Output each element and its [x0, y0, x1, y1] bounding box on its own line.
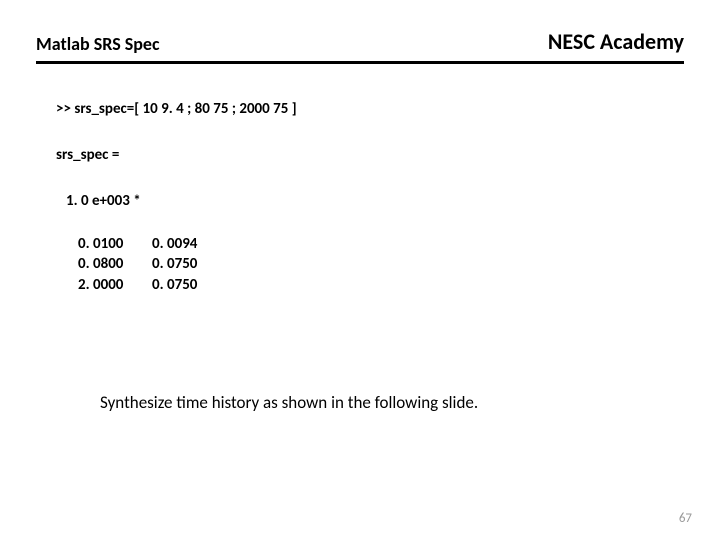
matrix-cell: 0. 0750: [152, 254, 208, 274]
slide-note: Synthesize time history as shown in the …: [100, 392, 664, 413]
matrix-row: 2. 0000 0. 0750: [78, 275, 664, 295]
slide: Matlab SRS Spec NESC Academy >> srs_spec…: [0, 0, 720, 540]
matrix-row: 0. 0800 0. 0750: [78, 254, 664, 274]
slide-title-left: Matlab SRS Spec: [36, 33, 160, 55]
matlab-echo-var: srs_spec =: [56, 146, 664, 164]
matrix-row: 0. 0100 0. 0094: [78, 234, 664, 254]
matrix-cell: 0. 0800: [78, 254, 134, 274]
matlab-scale-factor: 1. 0 e+003 *: [66, 192, 664, 210]
matlab-prompt-line: >> srs_spec=[ 10 9. 4 ; 80 75 ; 2000 75 …: [56, 100, 664, 118]
slide-header: Matlab SRS Spec NESC Academy: [36, 28, 684, 64]
page-number: 67: [679, 511, 692, 526]
matrix-cell: 0. 0100: [78, 234, 134, 254]
slide-body: >> srs_spec=[ 10 9. 4 ; 80 75 ; 2000 75 …: [56, 100, 664, 295]
matlab-matrix: 0. 0100 0. 0094 0. 0800 0. 0750 2. 0000 …: [78, 234, 664, 295]
matrix-cell: 0. 0750: [152, 275, 208, 295]
matrix-cell: 2. 0000: [78, 275, 134, 295]
matrix-cell: 0. 0094: [152, 234, 208, 254]
slide-title-right: NESC Academy: [548, 28, 684, 55]
